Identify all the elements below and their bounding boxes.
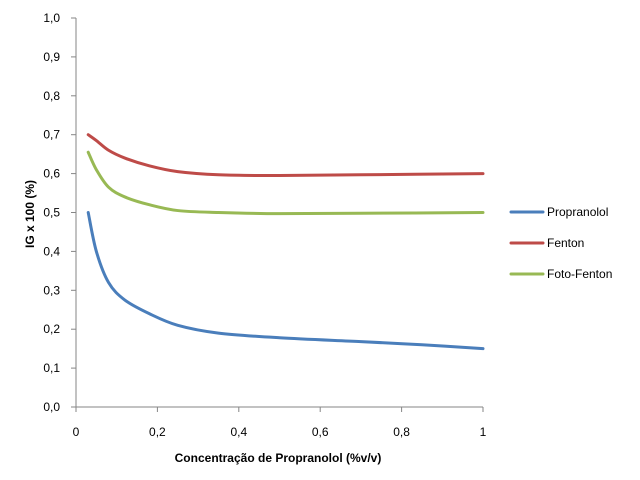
y-tick-label: 0,4 xyxy=(43,244,60,258)
x-tick-label: 0 xyxy=(73,425,80,439)
x-tick-label: 0,2 xyxy=(149,425,166,439)
x-tick-label: 0,4 xyxy=(230,425,247,439)
y-tick-label: 0,0 xyxy=(43,400,60,414)
legend-label-fenton: Fenton xyxy=(547,236,584,250)
series-line-foto-fenton xyxy=(86,150,485,216)
tick-labels: 0,0 0,1 0,2 0,3 0,4 0,5 0,6 0,7 0,8 0,9 1,0 0 0,2 0,4… xyxy=(43,11,486,439)
y-tick-label: 1,0 xyxy=(43,11,60,25)
y-tick-label: 0,2 xyxy=(43,322,60,336)
y-tick-label: 0,3 xyxy=(43,283,60,297)
axes xyxy=(71,17,484,412)
x-tick-label: 1 xyxy=(480,425,487,439)
x-tick-label: 0,8 xyxy=(393,425,410,439)
x-tick-label: 0,6 xyxy=(312,425,329,439)
y-tick-label: 0,5 xyxy=(43,206,60,220)
legend-label-foto-fenton: Foto-Fenton xyxy=(547,267,612,281)
series-line-propranolol xyxy=(86,211,485,351)
y-tick-label: 0,8 xyxy=(43,89,60,103)
y-axis-title: IG x 100 (%) xyxy=(23,180,37,248)
series-lines xyxy=(86,133,485,351)
y-tick-label: 0,9 xyxy=(43,50,60,64)
legend-label-propranolol: Propranolol xyxy=(547,205,608,219)
y-tick-label: 0,6 xyxy=(43,167,60,181)
y-tick-label: 0,1 xyxy=(43,361,60,375)
series-line-fenton xyxy=(86,133,485,178)
y-tick-label: 0,7 xyxy=(43,128,60,142)
legend: Propranolol Fenton Foto-Fenton xyxy=(509,205,612,281)
x-axis-title: Concentração de Propranolol (%v/v) xyxy=(175,451,382,465)
